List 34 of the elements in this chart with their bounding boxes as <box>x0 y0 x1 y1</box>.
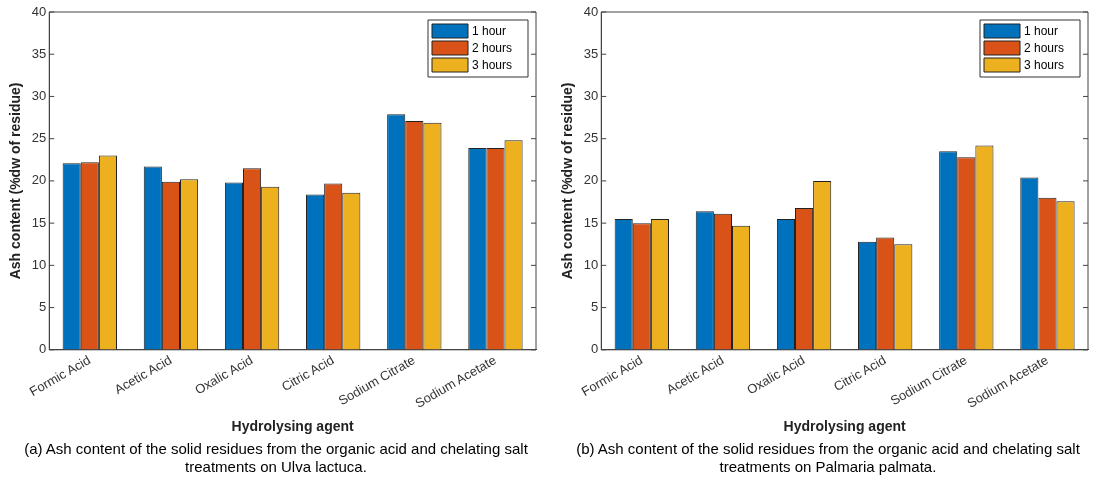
y-tick-label: 30 <box>31 88 47 104</box>
legend-label: 2 hours <box>472 40 513 55</box>
text: (b) Ash content of the solid residues from the organic acid and chelating salt treatments on Palmaria palmata. <box>575 440 1081 476</box>
x-tick-label: Oxalic Acid <box>744 352 808 398</box>
x-tick-label: Citric Acid <box>830 352 889 395</box>
y-tick-label: 40 <box>31 3 47 19</box>
legend-label: 2 hours <box>1024 40 1065 55</box>
x-tick-label: Oxalic Acid <box>192 352 256 398</box>
y-tick-label: 5 <box>591 299 599 315</box>
legend-label: 3 hours <box>1024 57 1065 72</box>
y-tick-label: 25 <box>31 130 47 146</box>
y-tick-label: 35 <box>583 45 599 61</box>
x-axis-title: Hydrolysing agent <box>783 418 907 435</box>
y-tick-label: 15 <box>583 214 599 230</box>
x-tick-label: Citric Acid <box>278 352 337 395</box>
y-tick-label: 35 <box>31 45 47 61</box>
y-axis-title: Ash content (%dw of residue) <box>559 82 576 280</box>
y-tick-label: 15 <box>31 214 47 230</box>
y-tick-label: 20 <box>583 172 599 188</box>
text: (a) Ash content of the solid residues from the organic acid and chelating salt treatments on Ulva lactuca. <box>23 440 529 476</box>
x-axis-title: Hydrolysing agent <box>231 418 355 435</box>
y-tick-label: 10 <box>583 256 599 272</box>
y-tick-label: 40 <box>583 3 599 19</box>
legend-label: 1 hour <box>1024 23 1059 38</box>
y-tick-label: 0 <box>39 341 47 357</box>
y-axis-title: Ash content (%dw of residue) <box>7 82 24 280</box>
legend-label: 1 hour <box>472 23 507 38</box>
y-tick-label: 25 <box>583 130 599 146</box>
y-tick-label: 20 <box>31 172 47 188</box>
y-tick-label: 10 <box>31 256 47 272</box>
y-tick-label: 30 <box>583 88 599 104</box>
y-tick-label: 5 <box>39 299 47 315</box>
legend-label: 3 hours <box>472 57 513 72</box>
y-tick-label: 0 <box>591 341 599 357</box>
